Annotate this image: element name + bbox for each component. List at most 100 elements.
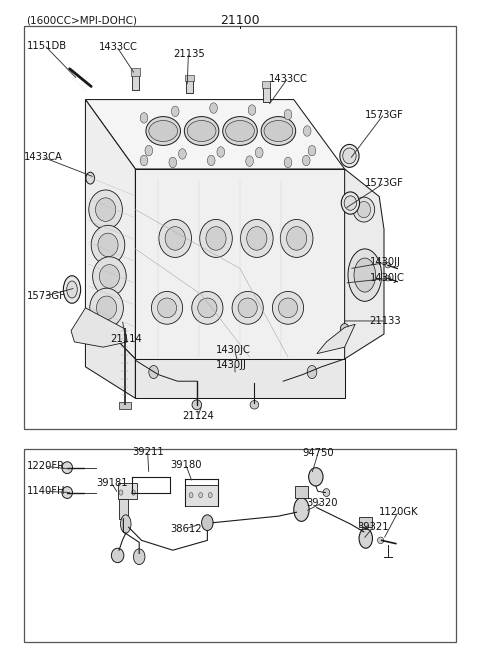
Ellipse shape xyxy=(272,291,304,324)
Bar xyxy=(264,83,270,102)
Ellipse shape xyxy=(198,298,217,318)
Circle shape xyxy=(119,490,123,495)
Circle shape xyxy=(149,365,158,379)
Ellipse shape xyxy=(341,192,360,214)
Circle shape xyxy=(179,149,186,159)
Circle shape xyxy=(255,147,263,158)
Ellipse shape xyxy=(62,462,72,474)
Text: 1433CA: 1433CA xyxy=(24,152,63,162)
Bar xyxy=(119,402,131,409)
Ellipse shape xyxy=(96,198,116,221)
Bar xyxy=(119,499,128,519)
Ellipse shape xyxy=(89,190,122,229)
Circle shape xyxy=(140,155,148,166)
Text: 39180: 39180 xyxy=(170,460,202,470)
Ellipse shape xyxy=(99,265,120,288)
Circle shape xyxy=(217,147,225,157)
Bar xyxy=(359,517,372,527)
Ellipse shape xyxy=(93,257,126,296)
Text: 1430JJ: 1430JJ xyxy=(216,360,247,371)
Ellipse shape xyxy=(192,291,223,324)
Text: 39320: 39320 xyxy=(306,498,338,508)
Ellipse shape xyxy=(159,219,192,257)
Circle shape xyxy=(284,157,292,168)
Polygon shape xyxy=(135,359,345,398)
Ellipse shape xyxy=(63,276,81,303)
Text: 21114: 21114 xyxy=(110,334,142,345)
Ellipse shape xyxy=(146,117,180,145)
Text: 1120GK: 1120GK xyxy=(379,507,419,517)
Circle shape xyxy=(133,549,145,565)
Text: 1573GF: 1573GF xyxy=(365,178,404,189)
Ellipse shape xyxy=(86,172,95,184)
Polygon shape xyxy=(135,169,345,359)
Circle shape xyxy=(132,490,135,495)
Circle shape xyxy=(189,493,193,498)
Circle shape xyxy=(140,113,148,123)
Bar xyxy=(118,483,137,499)
Ellipse shape xyxy=(111,548,124,563)
Ellipse shape xyxy=(340,145,359,167)
Ellipse shape xyxy=(247,227,267,250)
Circle shape xyxy=(302,155,310,166)
Ellipse shape xyxy=(357,202,371,217)
Ellipse shape xyxy=(385,276,391,281)
Text: 39211: 39211 xyxy=(132,447,164,457)
Text: 1573GF: 1573GF xyxy=(26,291,65,301)
Ellipse shape xyxy=(149,121,178,141)
Polygon shape xyxy=(85,308,135,398)
Bar xyxy=(131,68,140,76)
Ellipse shape xyxy=(90,288,123,328)
Ellipse shape xyxy=(91,225,125,265)
Ellipse shape xyxy=(280,219,313,257)
Ellipse shape xyxy=(323,489,330,496)
Circle shape xyxy=(208,493,212,498)
Ellipse shape xyxy=(187,121,216,141)
Ellipse shape xyxy=(165,227,185,250)
Bar xyxy=(295,486,308,498)
Circle shape xyxy=(207,155,215,166)
Circle shape xyxy=(248,105,256,115)
Polygon shape xyxy=(85,100,345,169)
Ellipse shape xyxy=(152,291,182,324)
Polygon shape xyxy=(345,169,384,359)
Text: 1430JC: 1430JC xyxy=(216,345,251,356)
Circle shape xyxy=(246,156,253,166)
Ellipse shape xyxy=(67,281,77,298)
Ellipse shape xyxy=(309,468,323,486)
Ellipse shape xyxy=(184,117,219,145)
Text: 21133: 21133 xyxy=(370,316,401,326)
Ellipse shape xyxy=(232,291,264,324)
Circle shape xyxy=(145,145,153,156)
Text: 39181: 39181 xyxy=(96,478,128,489)
Circle shape xyxy=(307,365,317,379)
Ellipse shape xyxy=(344,196,357,210)
Ellipse shape xyxy=(96,296,117,320)
Ellipse shape xyxy=(223,117,257,145)
Polygon shape xyxy=(85,100,135,359)
Circle shape xyxy=(202,515,213,531)
Ellipse shape xyxy=(340,324,349,334)
Text: 1430JC: 1430JC xyxy=(370,273,405,284)
Ellipse shape xyxy=(206,227,226,250)
Bar xyxy=(24,449,456,642)
Ellipse shape xyxy=(287,227,307,250)
Text: 1433CC: 1433CC xyxy=(269,73,308,84)
Ellipse shape xyxy=(264,121,293,141)
Ellipse shape xyxy=(98,233,118,257)
Text: 1573GF: 1573GF xyxy=(365,109,404,120)
Ellipse shape xyxy=(261,117,296,145)
Text: 1140FH: 1140FH xyxy=(26,486,65,496)
Text: 39321: 39321 xyxy=(358,522,389,533)
Ellipse shape xyxy=(377,537,384,544)
Text: 1430JJ: 1430JJ xyxy=(370,257,400,267)
Bar xyxy=(263,81,271,88)
Ellipse shape xyxy=(359,529,372,548)
Text: 1151DB: 1151DB xyxy=(26,41,67,51)
Ellipse shape xyxy=(353,197,375,222)
Text: 21100: 21100 xyxy=(220,14,260,28)
Circle shape xyxy=(210,103,217,113)
Circle shape xyxy=(171,106,179,117)
Text: (1600CC>MPI-DOHC): (1600CC>MPI-DOHC) xyxy=(26,16,137,26)
Ellipse shape xyxy=(226,121,254,141)
